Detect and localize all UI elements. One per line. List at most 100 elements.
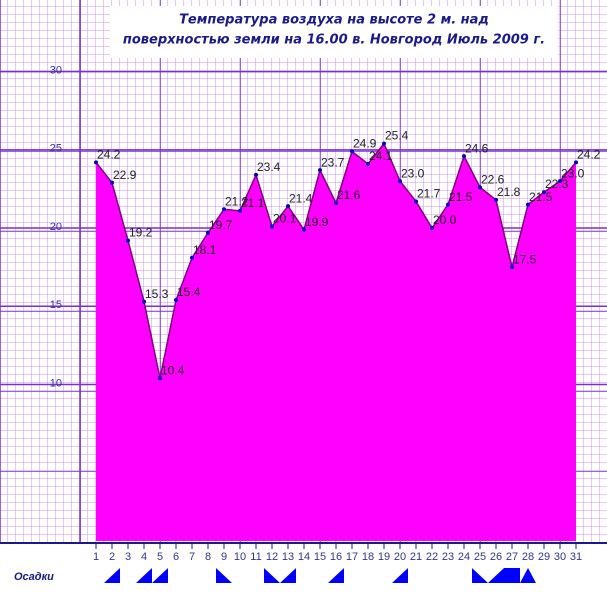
data-point [382, 141, 386, 146]
data-label: 21.4 [289, 191, 313, 205]
data-point [190, 255, 194, 260]
rain-icon [152, 568, 168, 583]
x-tick-label: 31 [570, 551, 582, 563]
y-tick-label: 25 [50, 143, 62, 155]
data-point [238, 208, 242, 213]
data-label: 21.7 [417, 187, 441, 201]
x-tick-label: 10 [234, 551, 246, 563]
data-point [558, 179, 562, 184]
x-tick-label: 19 [378, 551, 390, 563]
data-label: 23.4 [257, 160, 281, 174]
data-label: 23.0 [401, 166, 425, 180]
data-point [430, 226, 434, 231]
x-tick-label: 6 [173, 551, 179, 563]
chart-title: поверхностью земли на 16.00 в. Новгород … [123, 33, 545, 48]
x-tick-label: 28 [522, 551, 534, 563]
x-tick-label: 4 [141, 551, 147, 563]
x-tick-label: 3 [125, 551, 131, 563]
data-point [446, 202, 450, 207]
x-tick-label: 29 [538, 551, 550, 563]
data-label: 20.0 [433, 213, 457, 227]
rain-icon [280, 568, 296, 583]
data-label: 22.3 [545, 177, 569, 191]
data-label: 21.1 [241, 196, 265, 210]
y-tick-label: 15 [50, 299, 62, 311]
data-point [286, 204, 290, 209]
data-label: 19.9 [305, 215, 329, 229]
rain-icon [504, 568, 520, 583]
data-label: 24.2 [577, 148, 601, 162]
x-tick-label: 9 [221, 551, 227, 563]
data-label: 17.5 [513, 252, 537, 266]
data-point [462, 154, 466, 159]
data-label: 24.1 [369, 149, 393, 163]
x-tick-label: 11 [250, 551, 261, 563]
data-label: 23.7 [321, 155, 345, 169]
data-label: 20.1 [273, 212, 297, 226]
data-point [574, 160, 578, 165]
data-label: 25.4 [385, 129, 409, 143]
area-group [94, 141, 578, 542]
data-point [494, 197, 498, 202]
x-tick-label: 18 [362, 551, 374, 563]
precipitation-label: Осадки [14, 571, 54, 583]
data-label: 21.8 [497, 185, 521, 199]
rain-icon [136, 568, 152, 583]
data-point [350, 149, 354, 154]
rain-icon [104, 568, 120, 583]
data-point [398, 179, 402, 184]
data-point [478, 185, 482, 190]
data-label: 21.5 [449, 190, 473, 204]
x-tick-label: 21 [410, 551, 422, 563]
x-tick-label: 12 [266, 551, 278, 563]
y-tick-label: 10 [50, 377, 62, 389]
data-point [142, 299, 146, 304]
data-label: 22.6 [481, 173, 505, 187]
title-box [110, 6, 558, 58]
rain-icon [488, 568, 504, 583]
x-tick-label: 27 [506, 551, 518, 563]
data-label: 10.4 [161, 363, 185, 377]
data-label: 24.2 [97, 148, 121, 162]
data-point [206, 230, 210, 235]
data-point [542, 190, 546, 195]
rain-icon [392, 568, 408, 583]
area [96, 143, 576, 542]
data-point [110, 180, 114, 185]
data-label: 23.0 [561, 166, 585, 180]
rain-icon [328, 568, 344, 583]
x-tick-label: 22 [426, 551, 438, 563]
data-point [334, 201, 338, 206]
data-label: 18.1 [193, 243, 217, 257]
x-tick-label: 5 [157, 551, 163, 563]
rain-icon [216, 568, 232, 583]
data-label: 19.7 [209, 218, 233, 232]
data-point [94, 160, 98, 165]
data-point [526, 202, 530, 207]
y-tick-label: 20 [50, 221, 62, 233]
rain-icon [520, 568, 536, 583]
data-point [510, 265, 514, 270]
x-tick-label: 16 [330, 551, 342, 563]
x-tick-label: 26 [490, 551, 502, 563]
x-tick-label: 20 [394, 551, 406, 563]
data-point [318, 168, 322, 173]
x-tick-label: 2 [109, 551, 115, 563]
x-tick-label: 1 [93, 551, 99, 563]
data-point [302, 227, 306, 232]
data-label: 24.9 [353, 137, 377, 151]
x-tick-label: 15 [314, 551, 326, 563]
x-tick-label: 25 [474, 551, 486, 563]
x-tick-label: 17 [346, 551, 358, 563]
data-label: 21.2 [225, 194, 249, 208]
rain-icon [264, 568, 280, 583]
data-label: 15.4 [177, 285, 201, 299]
x-tick-label: 7 [189, 551, 195, 563]
data-label: 21.6 [337, 188, 361, 202]
data-point [414, 199, 418, 204]
y-tick-label: 30 [50, 64, 62, 76]
data-label: 15.3 [145, 287, 169, 301]
x-tick-label: 23 [442, 551, 454, 563]
data-point [158, 376, 162, 381]
